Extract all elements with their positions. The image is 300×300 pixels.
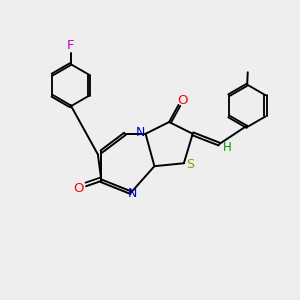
Text: F: F <box>67 39 74 52</box>
Text: H: H <box>223 141 232 154</box>
Text: N: N <box>128 187 137 200</box>
Text: S: S <box>186 158 194 171</box>
Text: O: O <box>74 182 84 195</box>
Text: N: N <box>136 126 145 139</box>
Text: O: O <box>177 94 188 107</box>
